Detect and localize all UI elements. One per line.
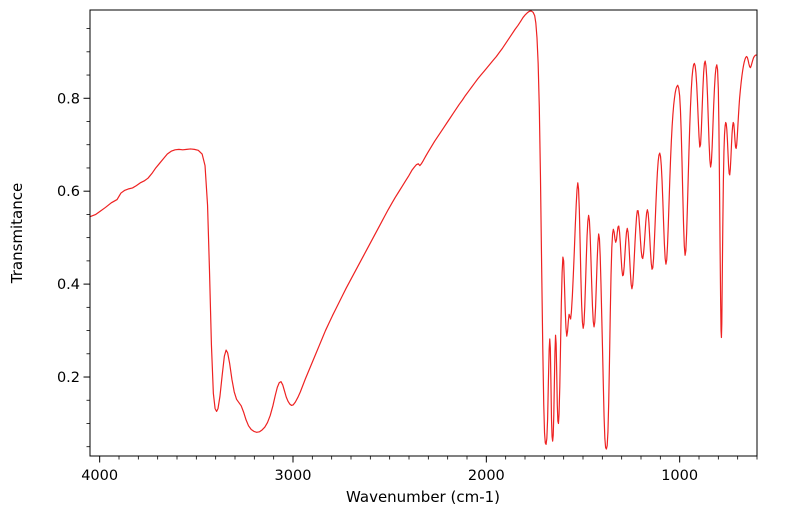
y-axis-label: Transmitance	[8, 182, 26, 284]
y-tick-label: 0.4	[57, 277, 80, 293]
x-tick-label: 1000	[661, 468, 698, 484]
plot-frame	[89, 9, 758, 457]
y-tick-label: 0.2	[57, 370, 80, 386]
x-tick-label: 2000	[468, 468, 505, 484]
y-tick-label: 0.8	[57, 91, 80, 107]
x-axis-label: Wavenumber (cm-1)	[346, 488, 500, 506]
y-tick-label: 0.6	[57, 184, 80, 200]
spectrum-line	[89, 10, 758, 450]
x-tick-label: 4000	[81, 468, 118, 484]
x-tick-label: 3000	[275, 468, 312, 484]
